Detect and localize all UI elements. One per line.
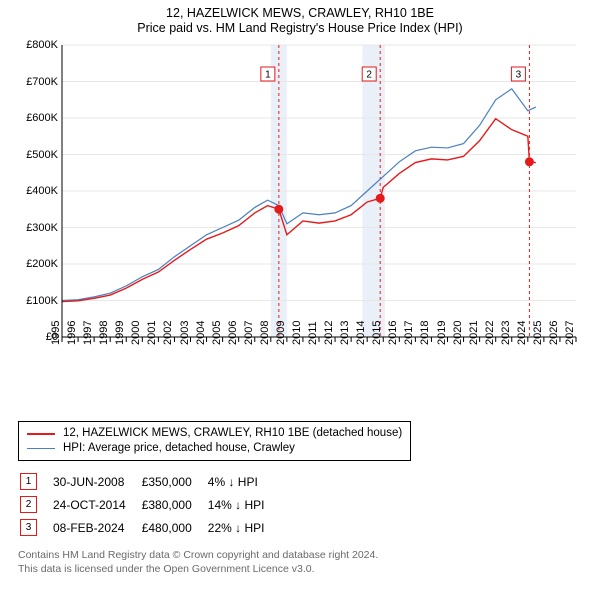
sale-index-box: 3 bbox=[20, 519, 37, 536]
sale-marker-flag: 3 bbox=[511, 67, 525, 81]
legend: 12, HAZELWICK MEWS, CRAWLEY, RH10 1BE (d… bbox=[18, 421, 411, 461]
title-line-2: Price paid vs. HM Land Registry's House … bbox=[12, 21, 588, 35]
footer-line-1: Contains HM Land Registry data © Crown c… bbox=[18, 548, 582, 562]
legend-label: 12, HAZELWICK MEWS, CRAWLEY, RH10 1BE (d… bbox=[63, 426, 402, 441]
y-tick-label: £100K bbox=[12, 295, 58, 307]
sale-point bbox=[274, 205, 283, 214]
y-tick-label: £200K bbox=[12, 258, 58, 270]
sale-marker-flag: 1 bbox=[261, 67, 275, 81]
attribution-footer: Contains HM Land Registry data © Crown c… bbox=[18, 548, 582, 576]
sales-row: 2 24-OCT-2014£380,00014% ↓ HPI bbox=[20, 494, 278, 515]
title-line-1: 12, HAZELWICK MEWS, CRAWLEY, RH10 1BE bbox=[12, 6, 588, 20]
title-block: 12, HAZELWICK MEWS, CRAWLEY, RH10 1BE Pr… bbox=[12, 6, 588, 35]
svg-text:2: 2 bbox=[366, 70, 372, 81]
x-tick-label: 2027 bbox=[564, 321, 598, 345]
sale-price: £480,000 bbox=[142, 517, 206, 538]
sale-point bbox=[376, 194, 385, 203]
sale-delta: 22% ↓ HPI bbox=[208, 517, 279, 538]
sale-price: £380,000 bbox=[142, 494, 206, 515]
sale-date: 30-JUN-2008 bbox=[53, 471, 140, 492]
y-tick-label: £700K bbox=[12, 76, 58, 88]
sale-marker-flag: 2 bbox=[362, 67, 376, 81]
sale-date: 08-FEB-2024 bbox=[53, 517, 140, 538]
y-tick-label: £400K bbox=[12, 185, 58, 197]
sale-delta: 4% ↓ HPI bbox=[208, 471, 279, 492]
sale-delta: 14% ↓ HPI bbox=[208, 494, 279, 515]
sales-row: 1 30-JUN-2008£350,0004% ↓ HPI bbox=[20, 471, 278, 492]
legend-label: HPI: Average price, detached house, Craw… bbox=[63, 441, 295, 456]
sales-table: 1 30-JUN-2008£350,0004% ↓ HPI 2 24-OCT-2014… bbox=[18, 469, 280, 540]
legend-item: 12, HAZELWICK MEWS, CRAWLEY, RH10 1BE (d… bbox=[27, 426, 402, 441]
sale-index-box: 2 bbox=[20, 496, 37, 513]
y-tick-label: £600K bbox=[12, 112, 58, 124]
y-tick-label: £800K bbox=[12, 39, 58, 51]
sale-price: £350,000 bbox=[142, 471, 206, 492]
sales-row: 3 08-FEB-2024£480,00022% ↓ HPI bbox=[20, 517, 278, 538]
legend-swatch bbox=[27, 448, 55, 449]
sale-date: 24-OCT-2014 bbox=[53, 494, 140, 515]
y-tick-label: £500K bbox=[12, 149, 58, 161]
svg-text:1: 1 bbox=[265, 70, 271, 81]
legend-item: HPI: Average price, detached house, Craw… bbox=[27, 441, 402, 456]
svg-text:3: 3 bbox=[516, 70, 522, 81]
y-tick-label: £300K bbox=[12, 222, 58, 234]
sale-index-box: 1 bbox=[20, 473, 37, 490]
timeseries-chart: 123£0£100K£200K£300K£400K£500K£600K£700K… bbox=[12, 41, 588, 379]
sale-point bbox=[525, 157, 534, 166]
chart-page: 12, HAZELWICK MEWS, CRAWLEY, RH10 1BE Pr… bbox=[0, 0, 600, 590]
legend-swatch bbox=[27, 433, 55, 435]
footer-line-2: This data is licensed under the Open Gov… bbox=[18, 562, 582, 576]
